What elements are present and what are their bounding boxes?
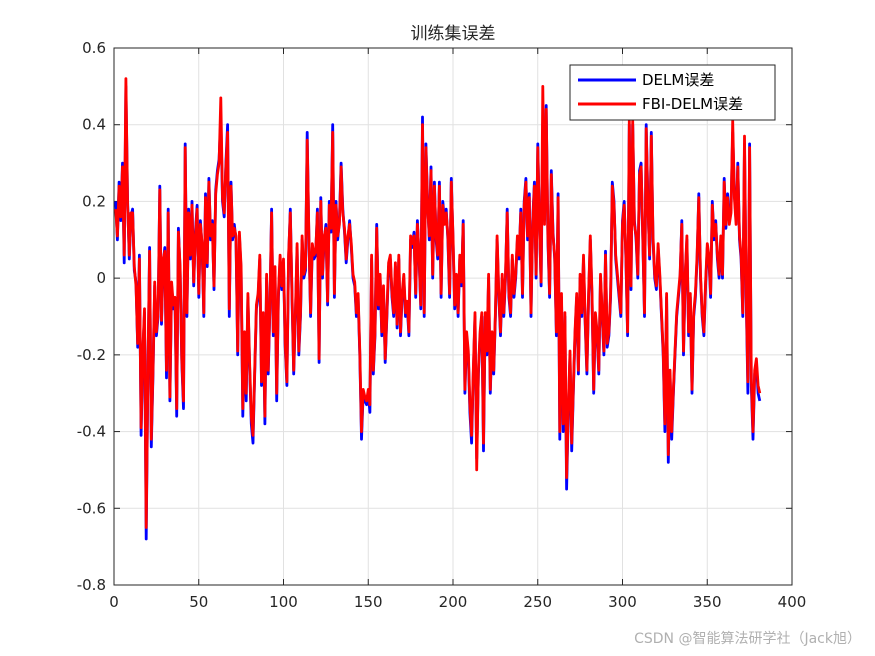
y-tick-label: 0.2 [82,192,106,210]
x-tick-label: 300 [608,593,637,611]
x-tick-label: 200 [439,593,468,611]
legend-label: FBI-DELM误差 [642,95,743,113]
y-tick-label: 0.6 [82,39,106,57]
y-tick-label: 0 [96,269,106,287]
y-tick-label: 0.4 [82,116,106,134]
x-tick-label: 400 [778,593,807,611]
x-tick-label: 0 [109,593,119,611]
y-tick-label: -0.8 [77,576,106,594]
watermark: CSDN @智能算法研学社（Jack旭） [634,631,861,647]
legend-box [569,64,776,121]
x-tick-label: 100 [269,593,298,611]
y-tick-label: -0.4 [77,423,106,441]
series-group [114,77,762,541]
series-line-2 [114,77,762,529]
legend: DELM误差 FBI-DELM误差 [569,64,776,121]
legend-label: DELM误差 [642,71,714,89]
x-tick-label: 250 [523,593,552,611]
x-tick-label: 350 [693,593,722,611]
x-tick-label: 50 [189,593,208,611]
axis-ticks: 0 50 100 150 200 250 300 350 400 -0.8 -0.6 -0.4 -0.2… [77,39,807,611]
y-tick-label: -0.2 [77,346,106,364]
x-tick-label: 150 [354,593,383,611]
series-line-1 [114,85,762,541]
chart-title: 训练集误差 [411,24,496,44]
y-tick-label: -0.6 [77,499,106,517]
